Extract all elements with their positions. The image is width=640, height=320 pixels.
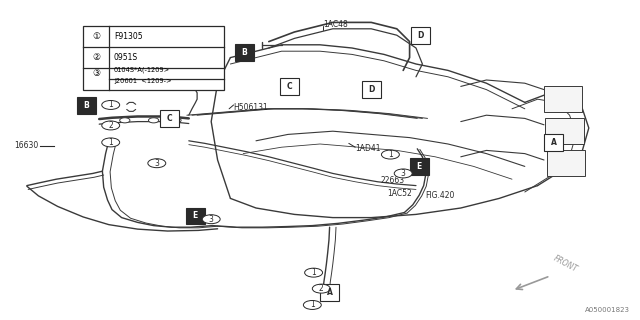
Bar <box>83 26 224 90</box>
Circle shape <box>306 269 321 276</box>
Circle shape <box>102 121 120 130</box>
Circle shape <box>312 284 330 293</box>
Text: FIG.420: FIG.420 <box>426 191 455 200</box>
Text: D: D <box>368 85 374 94</box>
Text: F91305: F91305 <box>114 32 143 41</box>
Text: 16630: 16630 <box>14 141 38 150</box>
Text: 1AC48: 1AC48 <box>323 20 348 28</box>
Circle shape <box>202 215 220 224</box>
Bar <box>160 110 179 127</box>
Circle shape <box>148 118 159 123</box>
Text: 22663: 22663 <box>381 176 405 185</box>
Circle shape <box>102 100 120 109</box>
Bar <box>77 97 96 114</box>
Text: 3: 3 <box>154 159 159 168</box>
Text: D: D <box>417 31 424 40</box>
Bar <box>544 134 563 151</box>
Circle shape <box>394 169 412 178</box>
Text: 1: 1 <box>108 100 113 109</box>
Text: 3: 3 <box>401 169 406 178</box>
Circle shape <box>102 138 120 147</box>
Text: C: C <box>287 82 292 91</box>
Text: 2: 2 <box>108 121 113 130</box>
Text: B: B <box>242 48 247 57</box>
Text: H506131: H506131 <box>234 103 268 112</box>
Bar <box>186 208 205 224</box>
Text: ①: ① <box>92 32 100 41</box>
Text: E: E <box>193 212 198 220</box>
Text: B: B <box>84 101 89 110</box>
Text: A050001823: A050001823 <box>586 307 630 313</box>
Circle shape <box>149 159 164 167</box>
Text: ②: ② <box>92 53 100 62</box>
Bar <box>547 150 585 176</box>
Circle shape <box>305 301 320 309</box>
Text: 3: 3 <box>209 215 214 224</box>
Text: FRONT: FRONT <box>552 253 579 274</box>
Text: A: A <box>326 288 333 297</box>
Text: ③: ③ <box>92 69 100 78</box>
Circle shape <box>148 159 166 168</box>
Text: 1AC52: 1AC52 <box>387 189 412 198</box>
Circle shape <box>314 285 329 292</box>
Bar <box>235 44 254 61</box>
Text: A: A <box>550 138 557 147</box>
Circle shape <box>381 150 399 159</box>
Bar <box>545 118 584 144</box>
Bar <box>544 86 582 112</box>
Text: 1: 1 <box>388 150 393 159</box>
Text: C: C <box>167 114 172 123</box>
Text: 2: 2 <box>319 284 324 293</box>
Circle shape <box>303 300 321 309</box>
Circle shape <box>120 118 130 123</box>
Circle shape <box>305 268 323 277</box>
Text: 1: 1 <box>310 300 315 309</box>
Text: E: E <box>417 162 422 171</box>
Bar <box>280 78 299 95</box>
Text: 1AD41: 1AD41 <box>355 144 381 153</box>
Bar <box>362 81 381 98</box>
Bar <box>320 284 339 301</box>
Text: 1: 1 <box>311 268 316 277</box>
Circle shape <box>171 118 181 123</box>
Bar <box>411 27 430 44</box>
Text: 1: 1 <box>108 138 113 147</box>
Bar <box>410 158 429 175</box>
Text: 0104S*A(-1209>: 0104S*A(-1209> <box>114 67 170 73</box>
Text: J20601  <1209->: J20601 <1209-> <box>114 77 172 84</box>
Circle shape <box>204 215 219 223</box>
Text: 0951S: 0951S <box>114 53 138 62</box>
